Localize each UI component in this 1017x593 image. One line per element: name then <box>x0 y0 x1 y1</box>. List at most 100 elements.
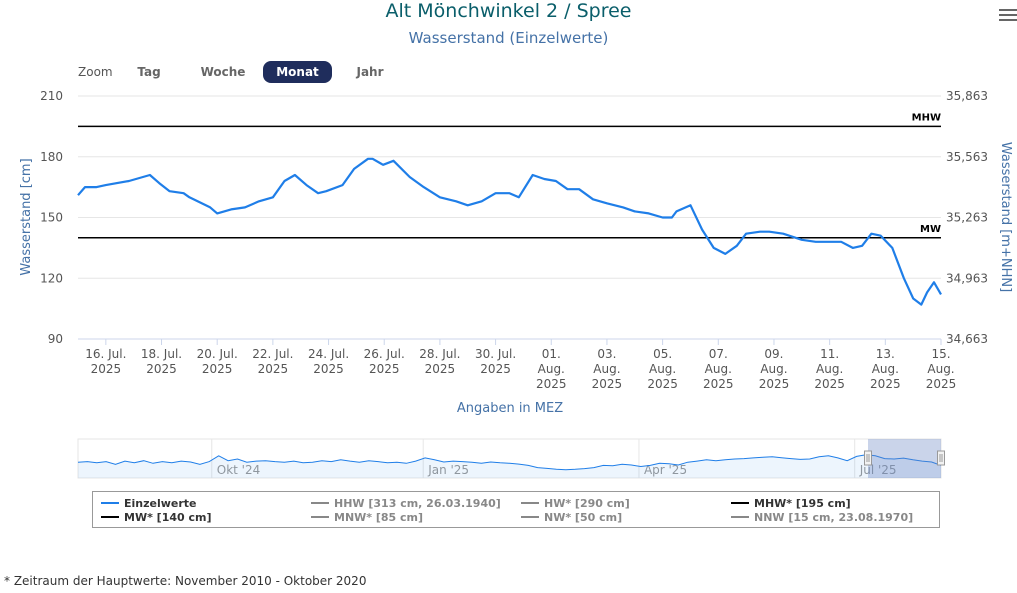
x-tick-label: 2025 <box>91 362 122 376</box>
y-tick-label-left: 90 <box>48 332 63 346</box>
x-axis-title: Angaben in MEZ <box>457 401 563 416</box>
y-tick-label-right: 34,663 <box>946 332 988 346</box>
navigator-handle[interactable] <box>864 450 872 466</box>
x-tick-label: 2025 <box>926 377 957 391</box>
legend-swatch <box>101 502 119 504</box>
reference-label-mhw: MHW <box>912 112 941 123</box>
legend: Einzelwerte HHW [313 cm, 26.03.1940] HW*… <box>92 491 940 528</box>
legend-item-mw[interactable]: MW* [140 cm] <box>101 511 212 524</box>
navigator-frame <box>77 438 942 479</box>
legend-item-einzelwerte[interactable]: Einzelwerte <box>101 497 197 510</box>
legend-item-hw[interactable]: HW* [290 cm] <box>521 497 630 510</box>
legend-swatch <box>521 516 539 518</box>
legend-label: HHW [313 cm, 26.03.1940] <box>334 497 501 510</box>
legend-item-mnw[interactable]: MNW* [85 cm] <box>311 511 423 524</box>
y-tick-label-left: 120 <box>40 271 63 285</box>
x-tick-label: 03. <box>597 347 616 361</box>
legend-item-hhw[interactable]: HHW [313 cm, 26.03.1940] <box>311 497 501 510</box>
x-tick-label: 26. Jul. <box>364 347 405 361</box>
navigator-label: Apr '25 <box>644 463 687 477</box>
x-tick-label: 15. <box>931 347 950 361</box>
x-tick-label: 2025 <box>258 362 289 376</box>
x-tick-label: Aug. <box>872 362 899 376</box>
navigator-label: Jan '25 <box>427 463 469 477</box>
legend-item-nw[interactable]: NW* [50 cm] <box>521 511 622 524</box>
x-tick-label: 2025 <box>703 377 734 391</box>
x-tick-label: 2025 <box>647 377 678 391</box>
range-button-woche[interactable]: Woche <box>200 65 246 79</box>
series-line-einzelwerte <box>77 157 942 306</box>
navigator[interactable]: Okt '24 Jan '25 Apr '25 Jul '25 <box>0 436 1017 486</box>
x-tick-label: 05. <box>653 347 672 361</box>
x-tick-label: 2025 <box>759 377 790 391</box>
y-tick-label-right: 35,863 <box>946 89 988 103</box>
x-tick-label: 2025 <box>814 377 845 391</box>
legend-label: NNW [15 cm, 23.08.1970] <box>754 511 914 524</box>
x-tick-label: 24. Jul. <box>308 347 349 361</box>
y-tick-label-left: 180 <box>40 150 63 164</box>
x-tick-label: 2025 <box>425 362 456 376</box>
x-tick-label: 2025 <box>480 362 511 376</box>
x-tick-label: 2025 <box>369 362 400 376</box>
legend-swatch <box>101 516 119 518</box>
legend-item-mhw[interactable]: MHW* [195 cm] <box>731 497 851 510</box>
navigator-selection <box>868 439 941 478</box>
y-tick-label-left: 150 <box>40 211 63 225</box>
x-tick-label: 2025 <box>870 377 901 391</box>
legend-swatch <box>731 502 749 504</box>
legend-swatch <box>731 516 749 518</box>
y-tick-label-right: 34,963 <box>946 271 988 285</box>
navigator-handle[interactable] <box>937 450 945 466</box>
x-tick-label: 20. Jul. <box>197 347 238 361</box>
x-tick-label: Aug. <box>538 362 565 376</box>
legend-swatch <box>311 516 329 518</box>
x-tick-label: 30. Jul. <box>475 347 516 361</box>
navigator-area <box>78 454 941 478</box>
main-chart[interactable]: 210 180 150 120 90 35,863 35,563 35,263 34,963 3… <box>0 0 1017 430</box>
chart-title: Alt Mönchwinkel 2 / Spree <box>385 0 632 22</box>
x-tick-label: 11. <box>820 347 839 361</box>
menu-icon[interactable] <box>999 7 1017 23</box>
x-tick-label: Aug. <box>649 362 676 376</box>
x-tick-label: 2025 <box>202 362 233 376</box>
y-tick-label-left: 210 <box>40 89 63 103</box>
x-tick-label: 13. <box>876 347 895 361</box>
legend-swatch <box>521 502 539 504</box>
x-tick-label: Aug. <box>593 362 620 376</box>
legend-label: Einzelwerte <box>124 497 197 510</box>
footnote: * Zeitraum der Hauptwerte: November 2010… <box>4 574 367 588</box>
x-tick-label: 16. Jul. <box>85 347 126 361</box>
reference-label-mw: MW <box>920 224 941 235</box>
x-tick-label: 28. Jul. <box>419 347 460 361</box>
x-tick-label: Aug. <box>927 362 954 376</box>
legend-label: NW* [50 cm] <box>544 511 623 524</box>
range-button-monat[interactable]: Monat <box>263 61 332 83</box>
navigator-series <box>77 454 942 471</box>
chart-subtitle: Wasserstand (Einzelwerte) <box>408 29 609 47</box>
navigator-label: Jul '25 <box>859 463 897 477</box>
x-tick-label: 2025 <box>313 362 344 376</box>
x-tick-label: 09. <box>764 347 783 361</box>
legend-label: MNW* [85 cm] <box>334 511 424 524</box>
x-tick-label: Aug. <box>816 362 843 376</box>
navigator-label: Okt '24 <box>217 463 260 477</box>
y-axis-title-right: Wasserstand [m+NHN] <box>998 142 1013 292</box>
legend-label: MHW* [195 cm] <box>754 497 851 510</box>
x-tick-label: 07. <box>709 347 728 361</box>
x-tick-label: Aug. <box>760 362 787 376</box>
x-tick-label: 2025 <box>146 362 177 376</box>
x-tick-label: 22. Jul. <box>252 347 293 361</box>
range-button-tag[interactable]: Tag <box>137 65 161 79</box>
legend-label: HW* [290 cm] <box>544 497 630 510</box>
legend-item-nnw[interactable]: NNW [15 cm, 23.08.1970] <box>731 511 913 524</box>
y-axis-title-left: Wasserstand [cm] <box>19 158 34 275</box>
zoom-label: Zoom <box>78 65 113 79</box>
y-tick-label-right: 35,563 <box>946 150 988 164</box>
x-tick-label: 2025 <box>592 377 623 391</box>
x-tick-label: 18. Jul. <box>141 347 182 361</box>
x-tick-label: 01. <box>542 347 561 361</box>
legend-label: MW* [140 cm] <box>124 511 212 524</box>
x-tick-label: 2025 <box>536 377 567 391</box>
range-button-jahr[interactable]: Jahr <box>356 65 384 79</box>
x-tick-label: Aug. <box>705 362 732 376</box>
